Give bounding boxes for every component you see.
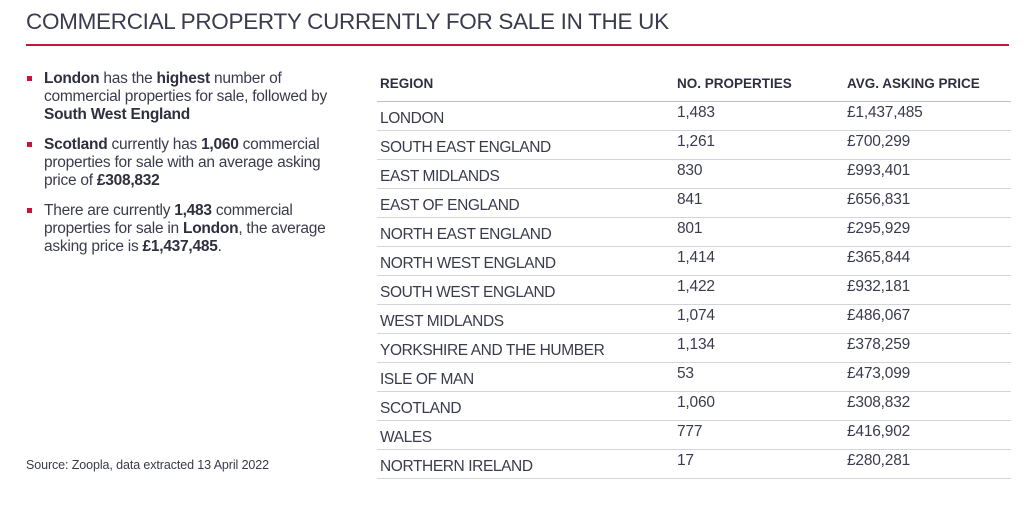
properties-cell: 1,074 (674, 304, 844, 334)
region-cell: LONDON (377, 101, 674, 131)
price-cell: £378,259 (844, 333, 1011, 363)
price-cell: £365,844 (844, 246, 1011, 276)
price-cell: £932,181 (844, 275, 1011, 305)
region-cell: EAST OF ENGLAND (377, 188, 674, 218)
bullet-text: , the average asking price is (44, 220, 326, 255)
bullet-text: commercial properties for sale with an a… (44, 136, 321, 189)
table-header-row: REGION NO. PROPERTIES AVG. ASKING PRICE (377, 65, 1011, 102)
page-title: COMMERCIAL PROPERTY CURRENTLY FOR SALE I… (26, 9, 669, 34)
table-row: NORTH EAST ENGLAND 801 £295,929 (377, 217, 1011, 247)
bullet-emphasis: London (44, 70, 100, 87)
price-cell: £656,831 (844, 188, 1011, 218)
region-cell: WALES (377, 420, 674, 450)
bullet-emphasis: highest (156, 70, 211, 87)
table-row: LONDON 1,483 £1,437,485 (377, 101, 1011, 131)
source-note: Source: Zoopla, data extracted 13 April … (26, 458, 269, 472)
region-cell: SOUTH EAST ENGLAND (377, 130, 674, 160)
properties-cell: 1,483 (674, 101, 844, 131)
properties-cell: 777 (674, 420, 844, 450)
properties-cell: 17 (674, 449, 844, 479)
title-divider (26, 44, 1009, 46)
properties-cell: 830 (674, 159, 844, 189)
region-cell: ISLE OF MAN (377, 362, 674, 392)
region-cell: NORTHERN IRELAND (377, 449, 674, 479)
column-header-price: AVG. ASKING PRICE (844, 65, 1011, 102)
bullet-emphasis: 1,483 (174, 202, 212, 219)
price-cell: £700,299 (844, 130, 1011, 160)
table-row: EAST OF ENGLAND 841 £656,831 (377, 188, 1011, 218)
bullet-emphasis: London (183, 220, 239, 237)
bullet-emphasis: Scotland (44, 136, 108, 153)
bullet-item: London has the highest number of commerc… (26, 70, 336, 124)
region-cell: WEST MIDLANDS (377, 304, 674, 334)
price-cell: £295,929 (844, 217, 1011, 247)
price-cell: £416,902 (844, 420, 1011, 450)
region-cell: SCOTLAND (377, 391, 674, 421)
table-row: WALES 777 £416,902 (377, 420, 1011, 450)
bullet-emphasis: £308,832 (96, 172, 160, 189)
bullet-text: commercial properties for sale in (44, 202, 293, 237)
region-cell: NORTH WEST ENGLAND (377, 246, 674, 276)
table-row: NORTHERN IRELAND 17 £280,281 (377, 449, 1011, 479)
table-row: SOUTH WEST ENGLAND 1,422 £932,181 (377, 275, 1011, 305)
bullet-text: There are currently (44, 202, 175, 219)
properties-cell: 1,134 (674, 333, 844, 363)
price-cell: £308,832 (844, 391, 1011, 421)
bullet-emphasis: South West England (44, 106, 190, 123)
bullet-square-icon (27, 76, 32, 81)
key-facts-list: London has the highest number of commerc… (26, 70, 336, 268)
table-row: YORKSHIRE AND THE HUMBER 1,134 £378,259 (377, 333, 1011, 363)
table-row: SCOTLAND 1,060 £308,832 (377, 391, 1011, 421)
price-cell: £473,099 (844, 362, 1011, 392)
region-cell: YORKSHIRE AND THE HUMBER (377, 333, 674, 363)
region-cell: EAST MIDLANDS (377, 159, 674, 189)
bullet-emphasis: 1,060 (201, 136, 239, 153)
price-cell: £280,281 (844, 449, 1011, 479)
properties-cell: 801 (674, 217, 844, 247)
price-cell: £1,437,485 (844, 101, 1011, 131)
properties-cell: 53 (674, 362, 844, 392)
bullet-text: currently has (107, 136, 202, 153)
region-table: REGION NO. PROPERTIES AVG. ASKING PRICE … (377, 65, 1011, 479)
table-row: EAST MIDLANDS 830 £993,401 (377, 159, 1011, 189)
properties-cell: 1,414 (674, 246, 844, 276)
bullet-square-icon (27, 208, 32, 213)
column-header-properties: NO. PROPERTIES (674, 65, 844, 102)
properties-cell: 1,060 (674, 391, 844, 421)
region-cell: NORTH EAST ENGLAND (377, 217, 674, 247)
table-row: WEST MIDLANDS 1,074 £486,067 (377, 304, 1011, 334)
price-cell: £993,401 (844, 159, 1011, 189)
table-row: SOUTH EAST ENGLAND 1,261 £700,299 (377, 130, 1011, 160)
bullet-square-icon (27, 142, 32, 147)
properties-cell: 841 (674, 188, 844, 218)
bullet-emphasis: £1,437,485 (142, 238, 218, 255)
price-cell: £486,067 (844, 304, 1011, 334)
properties-cell: 1,422 (674, 275, 844, 305)
table-row: ISLE OF MAN 53 £473,099 (377, 362, 1011, 392)
bullet-item: There are currently 1,483 commercial pro… (26, 202, 336, 256)
bullet-text: . (217, 238, 222, 255)
bullet-text: number of commercial properties for sale… (44, 70, 328, 105)
properties-cell: 1,261 (674, 130, 844, 160)
table-row: NORTH WEST ENGLAND 1,414 £365,844 (377, 246, 1011, 276)
column-header-region: REGION (377, 65, 674, 102)
region-cell: SOUTH WEST ENGLAND (377, 275, 674, 305)
bullet-item: Scotland currently has 1,060 commercial … (26, 136, 336, 190)
bullet-text: has the (99, 70, 157, 87)
